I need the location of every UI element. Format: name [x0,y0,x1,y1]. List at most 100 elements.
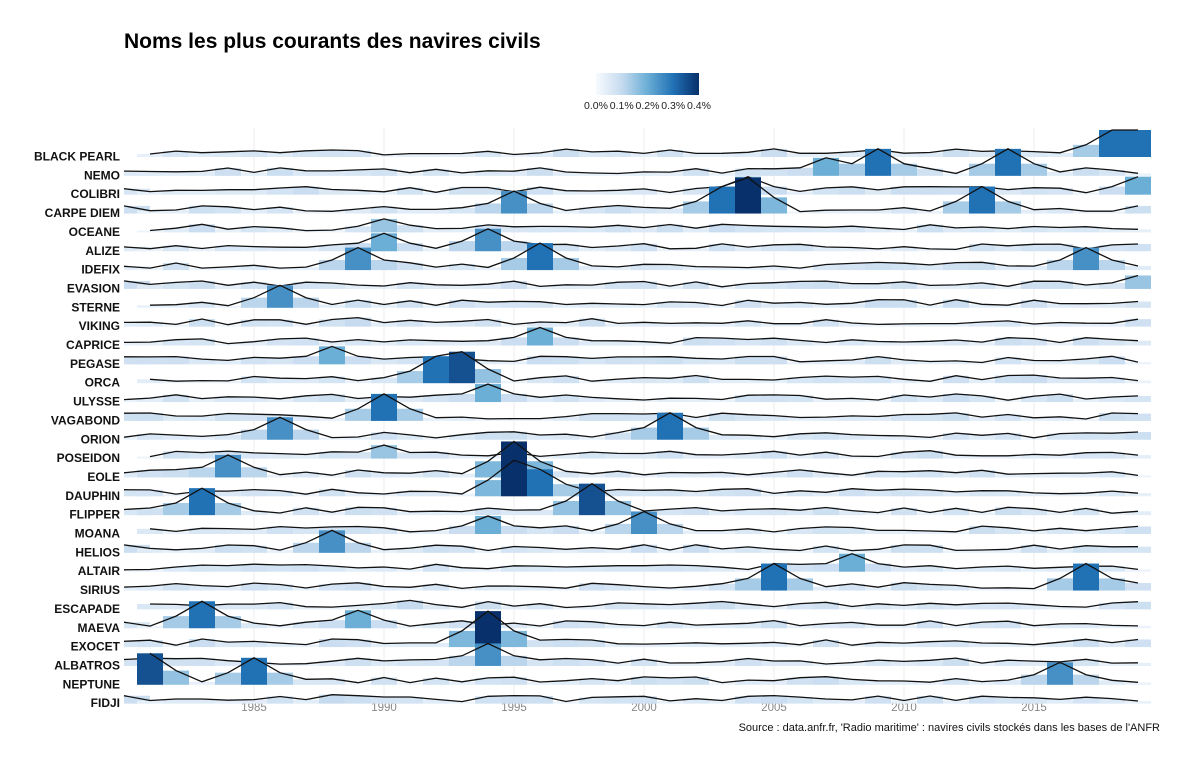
ridge-cell [423,564,449,572]
ridge-cell [839,510,865,516]
ridge-cell [891,605,917,610]
ridge-cell [683,427,709,440]
ridge-cell [345,492,371,497]
ridge-cell [293,378,319,384]
ridge-cell [917,186,943,195]
ridge-cell [397,626,423,629]
ridge-cell [813,452,839,459]
ridge-cell [995,549,1021,553]
ridge-cell [631,243,657,252]
y-name-label: CARPE DIEM [45,206,120,220]
ridge-cell [267,338,293,346]
ridge-cell [969,417,995,421]
ridge-cell [1073,493,1099,497]
ridge-cell [137,210,163,214]
ridge-cell [371,432,397,440]
ridge-cell [787,455,813,459]
ridge-cell [839,263,865,271]
ridge-cell [683,281,709,289]
ridge-cell [657,588,683,591]
ridge-cell [1021,187,1047,195]
ridge-cell [241,189,267,195]
ridge-cell [163,394,189,403]
ridge-cell [241,357,267,365]
ridge-cell [787,528,813,534]
ridge-cell [267,564,293,572]
ridge-cell [163,616,189,629]
ridge-cell [1099,452,1125,459]
ridge-cell [605,696,631,704]
ridge-cell [839,475,865,478]
ridge-cell [735,604,761,610]
ridge-cell [267,398,293,403]
ridge-line [123,228,1139,251]
ridge-cell [553,416,579,421]
ridge-cell [631,586,657,591]
ridge-cell [1099,377,1125,384]
ridge-cell [1125,583,1151,591]
ridge-cell [579,397,605,403]
ridge-row [123,316,1151,327]
ridge-cell [865,283,891,289]
ridge-cell [371,359,397,365]
ridge-cell [891,582,917,591]
ridge-cell [293,606,319,610]
ridge-cell [163,469,189,478]
ridge-cell [137,528,163,534]
ridge-cell [1125,413,1151,421]
ridge-cell [995,527,1021,534]
ridge-cell [267,672,293,685]
ridge-cell [891,414,917,421]
ridge-cell [319,418,345,421]
ridge-cell [137,171,163,176]
ridge-cell [1099,471,1125,478]
ridge-cell [605,266,631,271]
ridge-cell [1021,492,1047,497]
ridge-line [123,412,1139,439]
ridge-cell [813,417,839,421]
ridge-cell [631,414,657,421]
ridge-cell [319,530,345,553]
ridge-row [123,242,1151,271]
ridge-cell [397,209,423,214]
ridge-cell [293,454,319,459]
ridge-cell [787,417,813,421]
ridge-cell [683,565,709,572]
ridge-cell [1021,568,1047,572]
ridge-cell [813,319,839,327]
ridge-cell [735,509,761,516]
ridge-cell [527,625,553,629]
ridge-cell [865,189,891,195]
ridge-cell [319,189,345,195]
ridge-cell [553,567,579,572]
ridge-cell [475,384,501,403]
ridge-cell [1047,377,1073,384]
ridge-cell [1099,323,1125,327]
ridge-cell [761,323,787,327]
ridge-cell [319,170,345,176]
ridge-cell [293,338,319,346]
ridge-cell [917,414,943,421]
ridge-cell [215,528,241,534]
ridge-cell [163,531,189,534]
ridge-cell [501,606,527,610]
ridge-cell [423,511,449,516]
ridge-cell [267,584,293,591]
ridge-cell [1125,395,1151,403]
ridge-cell [345,682,371,685]
ridge-cell [631,153,657,157]
ridge-cell [865,248,891,252]
ridge-cell [735,379,761,384]
ridge-cell [163,435,189,440]
ridge-cell [683,168,709,176]
ridge-row [123,412,1151,440]
ridge-cell [449,351,475,384]
y-name-label: ORION [81,432,120,446]
ridge-cell [943,412,969,421]
ridge-cell [761,282,787,289]
ridge-cell [267,696,293,704]
ridge-cell [943,284,969,289]
ridge-cell [761,338,787,346]
ridge-cell [813,264,839,271]
ridge-cell [137,305,163,308]
